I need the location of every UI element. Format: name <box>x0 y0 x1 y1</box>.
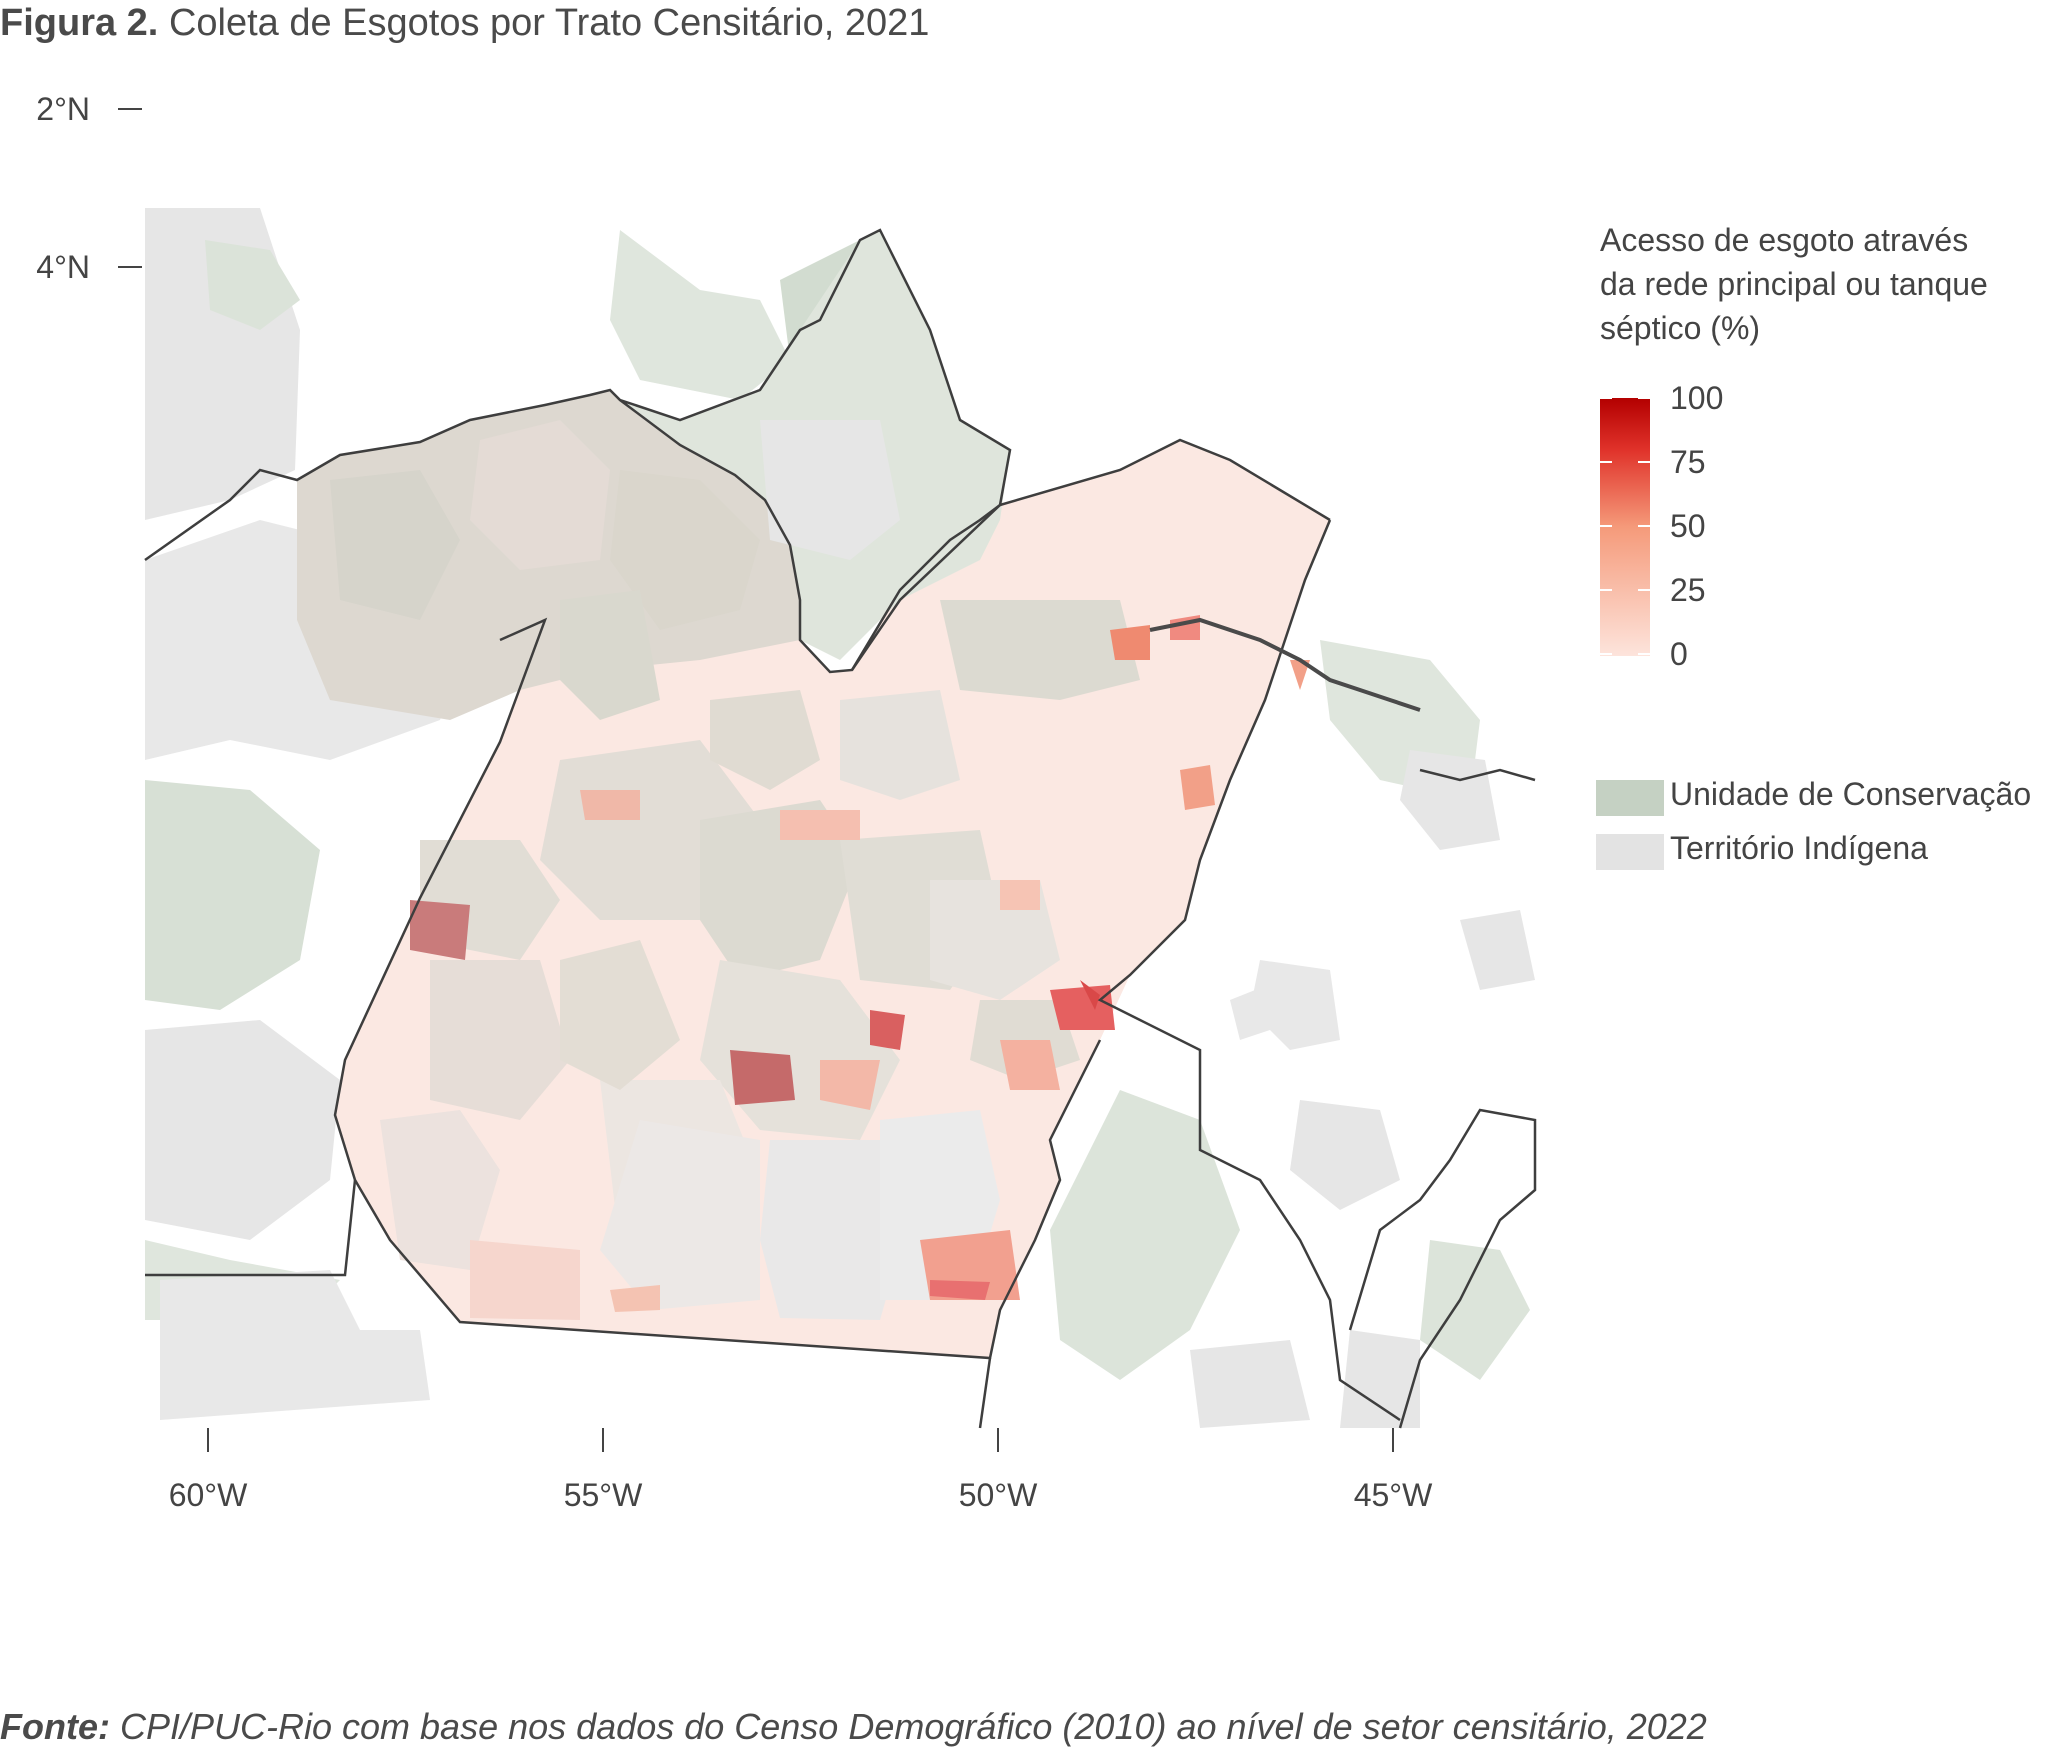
scale-tick-label: 0 <box>1670 636 1688 672</box>
lat-tick-label: 2°N <box>36 91 90 127</box>
longitude-axis: 60°W 55°W 50°W 45°W <box>169 1428 1433 1513</box>
legend-label-indigenous: Território Indígena <box>1670 830 1928 866</box>
scale-tick-label: 50 <box>1670 508 1706 544</box>
figure-title: Figura 2. Coleta de Esgotos por Trato Ce… <box>0 2 929 45</box>
marajo-island <box>940 600 1140 700</box>
legend-title-line: da rede principal ou tanque <box>1600 266 1988 302</box>
legend-label-conservation: Unidade de Conservação <box>1670 776 2032 812</box>
scale-tick-label: 75 <box>1670 444 1706 480</box>
lon-tick-label: 60°W <box>169 1477 248 1513</box>
latitude-axis: 4°N2°N0°2°N4°N6°N8°N10°N <box>36 91 142 285</box>
borders <box>144 228 1537 1429</box>
legend-title-line: Acesso de esgoto através <box>1600 222 1969 258</box>
lon-tick-label: 45°W <box>1354 1477 1433 1513</box>
legend-swatch-indigenous <box>1596 834 1664 870</box>
figure-title-text: Coleta de Esgotos por Trato Censitário, … <box>168 2 930 44</box>
legend-swatch-conservation <box>1596 780 1664 816</box>
lat-tick-label: 4°N <box>36 249 90 285</box>
amapa-indigenous <box>760 420 900 560</box>
legend-title: Acesso de esgoto através da rede princip… <box>1600 218 1988 350</box>
lon-tick-label: 55°W <box>564 1477 643 1513</box>
source-note: Fonte: CPI/PUC-Rio com base nos dados do… <box>0 1706 1707 1748</box>
protected-patch <box>610 470 760 630</box>
figure-number: Figura 2. <box>0 2 159 44</box>
color-scale-legend: 100 75 50 25 0 <box>1600 380 1723 672</box>
scale-tick-label: 100 <box>1670 380 1723 416</box>
lon-tick-label: 50°W <box>959 1477 1038 1513</box>
protected-patch <box>330 470 460 620</box>
scale-tick-label: 25 <box>1670 572 1706 608</box>
source-text: CPI/PUC-Rio com base nos dados do Censo … <box>119 1706 1707 1747</box>
legend-title-line: séptico (%) <box>1600 310 1761 346</box>
protected-patch <box>470 420 610 570</box>
coastline <box>1149 617 1421 712</box>
high-access-tracts <box>410 615 1310 1312</box>
color-scale-ticks: 100 75 50 25 0 <box>1600 380 1723 672</box>
source-prefix: Fonte: <box>0 1706 110 1747</box>
